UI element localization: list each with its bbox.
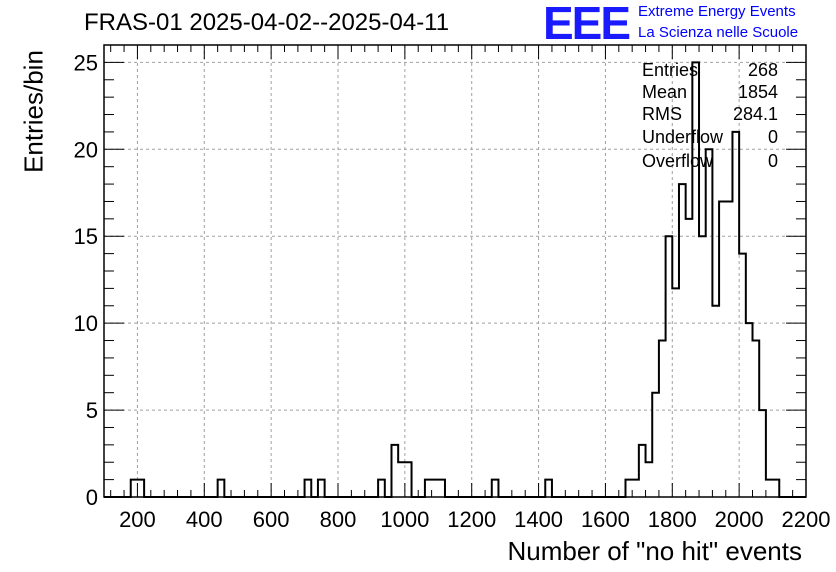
y-tick-label: 15 — [74, 224, 98, 249]
x-tick-label: 200 — [119, 507, 156, 532]
stat-value-overflow: 0 — [767, 151, 778, 171]
x-tick-label: 1200 — [447, 507, 496, 532]
y-tick-label: 10 — [74, 311, 98, 336]
stat-label-mean: Mean — [642, 82, 688, 102]
x-tick-label: 600 — [253, 507, 290, 532]
stat-value-underflow: 0 — [767, 127, 778, 147]
y-tick-label: 25 — [74, 50, 98, 75]
y-tick-label: 20 — [74, 137, 98, 162]
x-tick-label: 2000 — [715, 507, 764, 532]
stat-label-overflow: Overflow — [642, 151, 714, 171]
stat-label-underflow: Underflow — [642, 127, 724, 147]
stat-value-rms: 284.1 — [732, 104, 778, 124]
x-tick-label: 2200 — [782, 507, 831, 532]
grid-lines — [104, 45, 806, 497]
x-tick-label: 1000 — [380, 507, 429, 532]
logo-line-1: Extreme Energy Events — [638, 3, 796, 20]
x-tick-label: 1800 — [648, 507, 697, 532]
y-tick-label: 0 — [86, 485, 98, 510]
plot-frame — [103, 44, 807, 498]
x-tick-label: 1400 — [514, 507, 563, 532]
y-axis-label: Entries/bin — [18, 50, 49, 173]
stat-value-mean: 1854 — [737, 82, 778, 102]
stat-label-rms: RMS — [642, 104, 682, 124]
axis-ticks — [104, 44, 807, 498]
stat-label-entries: Entries — [642, 60, 699, 80]
x-tick-label: 800 — [320, 507, 357, 532]
y-tick-label: 5 — [86, 398, 98, 423]
axis-tick-labels: 200 400 600 800 1000 1200 1400 1600 1800 2000 2200… — [74, 50, 831, 532]
chart-title: FRAS-01 2025-04-02--2025-04-11 — [84, 9, 450, 36]
x-tick-label: 1600 — [581, 507, 630, 532]
x-axis-label: Number of "no hit" events — [507, 536, 803, 566]
x-tick-label: 400 — [186, 507, 223, 532]
stat-value-entries: 268 — [747, 60, 778, 80]
logo-line-2: La Scienza nelle Scuole — [638, 24, 799, 41]
eee-logo: EEE — [543, 0, 631, 49]
